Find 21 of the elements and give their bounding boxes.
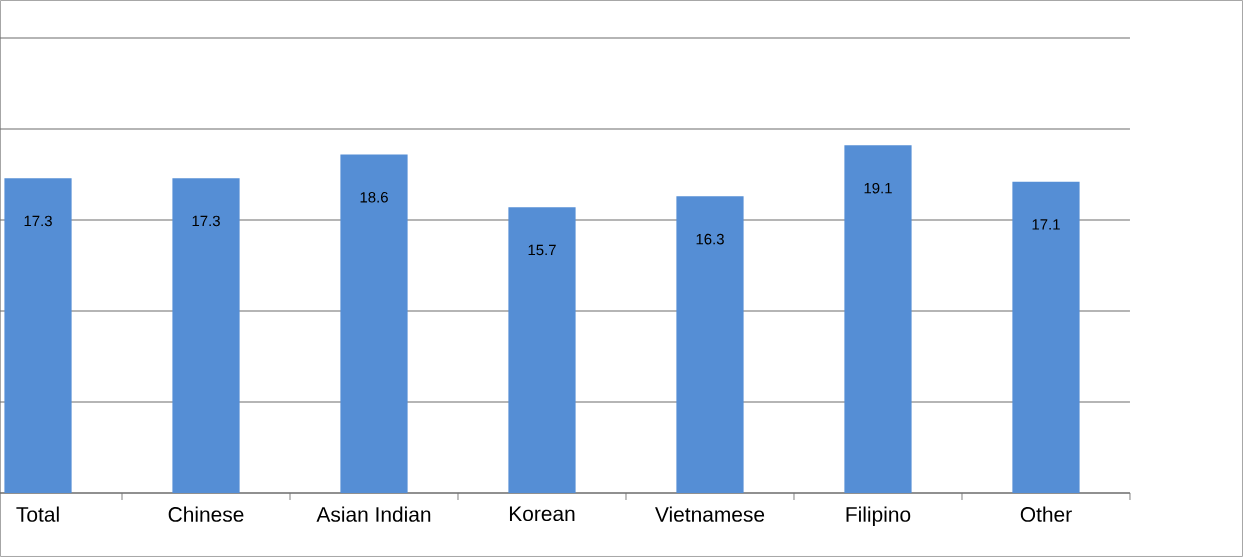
data-label: 16.3	[696, 233, 724, 245]
bar	[844, 145, 912, 493]
bar	[508, 207, 576, 493]
data-label: 18.6	[360, 191, 388, 203]
x-tick-label: Filipino	[846, 506, 911, 527]
bar	[340, 154, 408, 493]
bar	[676, 196, 744, 493]
bar	[4, 178, 72, 493]
x-tick-label: Asian Indian	[316, 506, 431, 522]
x-tick-label: Total	[16, 506, 59, 522]
x-tick-label: Other	[1020, 506, 1072, 522]
data-label: 17.3	[192, 215, 220, 227]
data-label: 15.7	[528, 244, 556, 256]
data-label: 19.1	[864, 182, 892, 194]
x-tick-label: Chinese	[168, 506, 244, 522]
data-label: 17.1	[1032, 219, 1060, 230]
data-label: 17.3	[24, 215, 52, 227]
bar	[172, 178, 240, 493]
bar	[1012, 181, 1080, 493]
x-tick-label: Vietnamese	[655, 506, 765, 522]
x-tick-label: Korean	[509, 506, 575, 522]
